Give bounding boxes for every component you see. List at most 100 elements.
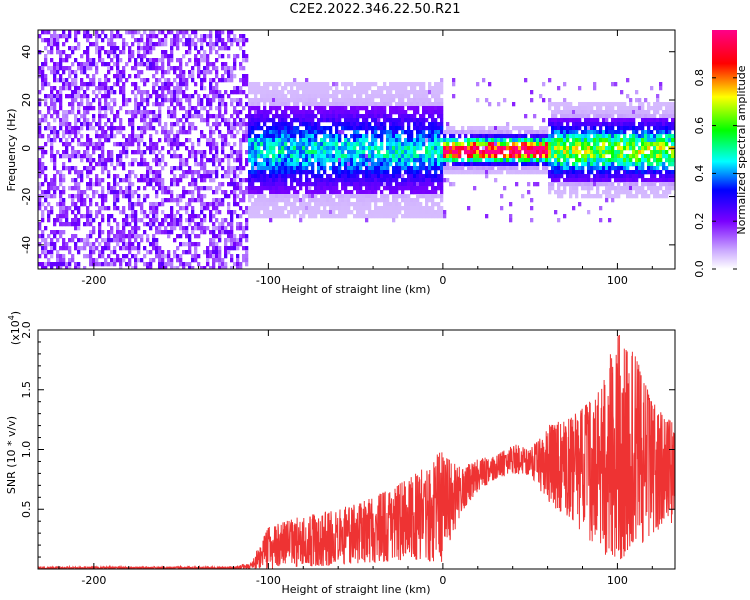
spectrogram-cell bbox=[410, 214, 414, 219]
spectrogram-cell bbox=[431, 138, 435, 143]
spectrogram-cell bbox=[131, 266, 135, 269]
spectrogram-cell bbox=[173, 174, 177, 179]
spectrogram-cell bbox=[197, 38, 201, 43]
spectrogram-cell bbox=[284, 102, 288, 107]
spectrogram-cell bbox=[74, 98, 78, 103]
spectrogram-cell bbox=[383, 126, 387, 131]
spectrogram-cell bbox=[206, 42, 210, 47]
spectrogram-cell bbox=[425, 198, 429, 203]
spectrogram-cell bbox=[116, 206, 120, 211]
spectrogram-cell bbox=[302, 202, 306, 207]
spectrogram-cell bbox=[401, 162, 405, 167]
spectrogram-cell bbox=[416, 206, 420, 211]
spectrogram-cell bbox=[149, 222, 153, 227]
spectrogram-cell bbox=[50, 70, 54, 75]
spectrogram-cell bbox=[122, 242, 126, 247]
spectrogram-cell bbox=[389, 130, 393, 135]
spectrogram-cell bbox=[86, 74, 90, 79]
spectrogram-cell bbox=[278, 150, 282, 155]
spectrogram-cell bbox=[320, 102, 324, 107]
spectrogram-cell bbox=[41, 250, 45, 255]
spectrogram-cell bbox=[281, 198, 285, 203]
spectrogram-cell bbox=[155, 82, 159, 87]
spectrogram-cell bbox=[107, 86, 111, 91]
spectrogram-cell bbox=[413, 106, 417, 111]
spectrogram-cell bbox=[179, 198, 183, 203]
spectrogram-cell bbox=[413, 118, 417, 123]
spectrogram-cell bbox=[584, 150, 588, 155]
spectrogram-cell bbox=[41, 162, 45, 167]
spectrogram-cell bbox=[278, 194, 282, 199]
spectrogram-cell bbox=[254, 134, 258, 139]
spectrogram-cell bbox=[248, 190, 252, 195]
spectrogram-cell bbox=[86, 170, 90, 175]
spectrogram-cell bbox=[158, 222, 162, 227]
spectrogram-cell bbox=[587, 158, 591, 163]
spectrogram-cell bbox=[68, 238, 72, 243]
spectrogram-cell bbox=[395, 206, 399, 211]
spectrogram-cell bbox=[500, 206, 504, 211]
spectrogram-cell bbox=[65, 142, 69, 147]
spectrogram-cell bbox=[374, 126, 378, 131]
spectrogram-cell bbox=[98, 158, 102, 163]
spectrogram-cell bbox=[290, 86, 294, 91]
spectrogram-cell bbox=[89, 138, 93, 143]
spectrogram-cell bbox=[164, 134, 168, 139]
spectrogram-cell bbox=[164, 70, 168, 75]
spectrogram-cell bbox=[299, 150, 303, 155]
spectrogram-cell bbox=[545, 162, 549, 167]
spectrogram-cell bbox=[353, 126, 357, 131]
spectrogram-cell bbox=[134, 38, 138, 43]
spectrogram-cell bbox=[104, 74, 108, 79]
spectrogram-cell bbox=[542, 134, 546, 139]
spectrogram-cell bbox=[497, 142, 501, 147]
spectrogram-cell bbox=[260, 114, 264, 119]
spectrogram-cell bbox=[536, 170, 540, 175]
spectrogram-cell bbox=[107, 150, 111, 155]
spectrogram-cell bbox=[500, 166, 504, 171]
spectrogram-cell bbox=[254, 82, 258, 87]
spectrogram-cell bbox=[590, 106, 594, 111]
spectrogram-cell bbox=[413, 190, 417, 195]
spectrogram-cell bbox=[377, 114, 381, 119]
spectrogram-cell bbox=[266, 134, 270, 139]
spectrogram-cell bbox=[74, 134, 78, 139]
spectrogram-cell bbox=[119, 154, 123, 159]
spectrogram-cell bbox=[440, 138, 444, 143]
spectrogram-cell bbox=[158, 250, 162, 255]
spectrogram-cell bbox=[155, 58, 159, 63]
spectrogram-cell bbox=[101, 62, 105, 67]
spectrogram-cell bbox=[275, 178, 279, 183]
spectrogram-cell bbox=[95, 30, 99, 35]
spectrogram-cell bbox=[140, 38, 144, 43]
spectrogram-cell bbox=[275, 126, 279, 131]
spectrogram-cell bbox=[101, 230, 105, 235]
spectrogram-cell bbox=[344, 82, 348, 87]
spectrogram-cell bbox=[341, 154, 345, 159]
spectrogram-cell bbox=[290, 206, 294, 211]
spectrogram-cell bbox=[47, 190, 51, 195]
spectrogram-cell bbox=[212, 138, 216, 143]
spectrogram-cell bbox=[356, 86, 360, 91]
spectrogram-cell bbox=[530, 206, 534, 211]
spectrogram-cell bbox=[278, 138, 282, 143]
spectrogram-cell bbox=[299, 154, 303, 159]
spectrogram-cell bbox=[437, 178, 441, 183]
spectrogram-cell bbox=[308, 186, 312, 191]
spectrogram-cell bbox=[176, 74, 180, 79]
spectrogram-cell bbox=[590, 178, 594, 183]
spectrogram-cell bbox=[68, 94, 72, 99]
spectrogram-cell bbox=[122, 238, 126, 243]
spectrogram-cell bbox=[233, 98, 237, 103]
spectrogram-cell bbox=[167, 150, 171, 155]
spectrogram-cell bbox=[548, 118, 552, 123]
spectrogram-cell bbox=[482, 166, 486, 171]
spectrogram-cell bbox=[494, 134, 498, 139]
spectrogram-cell bbox=[152, 242, 156, 247]
spectrogram-cell bbox=[311, 166, 315, 171]
spectrogram-cell bbox=[410, 90, 414, 95]
spectrogram-cell bbox=[308, 134, 312, 139]
spectrogram-cell bbox=[92, 106, 96, 111]
spectrogram-cell bbox=[311, 138, 315, 143]
spectrogram-cell bbox=[425, 138, 429, 143]
